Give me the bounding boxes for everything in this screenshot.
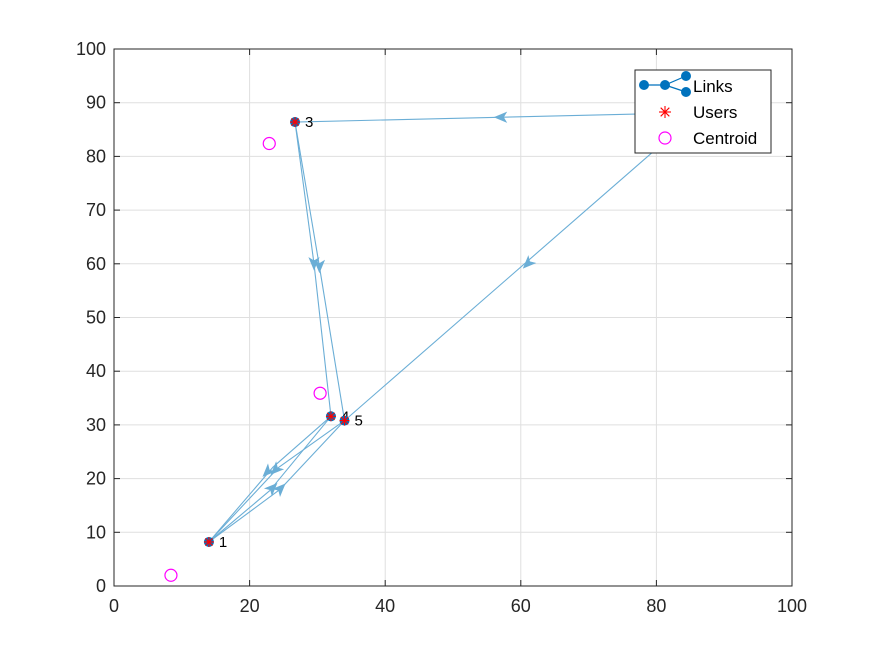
centroid-marker: [164, 568, 178, 582]
centroid-marker: [262, 136, 276, 151]
x-tick-label: 20: [240, 596, 260, 616]
x-tick-label: 100: [777, 596, 807, 616]
legend: Links Users Centroid: [634, 69, 772, 154]
link-arrowhead: [272, 483, 286, 498]
x-tick-label: 80: [646, 596, 666, 616]
node-label: 5: [355, 413, 363, 430]
link-edge: [272, 415, 332, 468]
link-arrowhead: [270, 461, 285, 475]
link-edge: [294, 121, 320, 267]
y-tick-label: 90: [86, 93, 106, 113]
legend-label-centroid: Centroid: [693, 129, 757, 148]
y-tick-label: 50: [86, 308, 106, 328]
link-edge: [208, 489, 271, 543]
centroid-marker: [313, 386, 327, 400]
y-tick-label: 10: [86, 522, 106, 542]
link-arrowhead: [522, 255, 537, 269]
y-tick-label: 60: [86, 254, 106, 274]
link-arrowhead: [313, 259, 326, 274]
link-edge: [279, 420, 345, 490]
link-arrowhead: [493, 111, 508, 123]
link-edge: [208, 467, 279, 543]
axes: [113, 48, 793, 587]
x-tick-label: 0: [109, 596, 119, 616]
link-edge: [344, 142, 664, 422]
legend-users-icon: [659, 106, 671, 118]
user-marker: [325, 411, 336, 422]
link-edge: [208, 466, 274, 543]
y-tick-label: 0: [96, 576, 106, 596]
legend-centroid-icon: [658, 131, 672, 145]
markers-layer: 1345: [164, 114, 363, 582]
link-arrowhead: [262, 463, 276, 477]
x-tick-label: 60: [511, 596, 531, 616]
link-edge: [277, 420, 345, 469]
link-edge: [294, 121, 315, 264]
y-tick-label: 20: [86, 469, 106, 489]
link-arrowhead: [308, 257, 320, 271]
links-layer: [208, 111, 664, 543]
link-arrowhead: [263, 482, 278, 497]
legend-box: [634, 69, 772, 154]
link-edge: [295, 112, 664, 123]
legend-links-icon: [639, 71, 691, 97]
x-tick-label: 40: [375, 596, 395, 616]
user-marker: [290, 117, 301, 128]
link-edge: [208, 488, 281, 543]
y-tick-label: 100: [76, 39, 106, 59]
user-marker: [339, 415, 350, 426]
node-label: 3: [305, 114, 313, 131]
link-edge: [269, 415, 332, 491]
node-label: 1: [219, 534, 227, 551]
user-marker: [203, 536, 214, 547]
y-tick-label: 80: [86, 146, 106, 166]
legend-label-links: Links: [693, 77, 733, 96]
y-tick-label: 70: [86, 200, 106, 220]
y-tick-label: 40: [86, 361, 106, 381]
link-edge: [318, 266, 346, 421]
link-edge: [313, 263, 332, 417]
legend-label-users: Users: [693, 103, 737, 122]
tick-labels: 0 20 40 60 80 100 0 10 20 30 40 50 60 70 80 90 100: [76, 39, 807, 616]
y-tick-label: 30: [86, 415, 106, 435]
